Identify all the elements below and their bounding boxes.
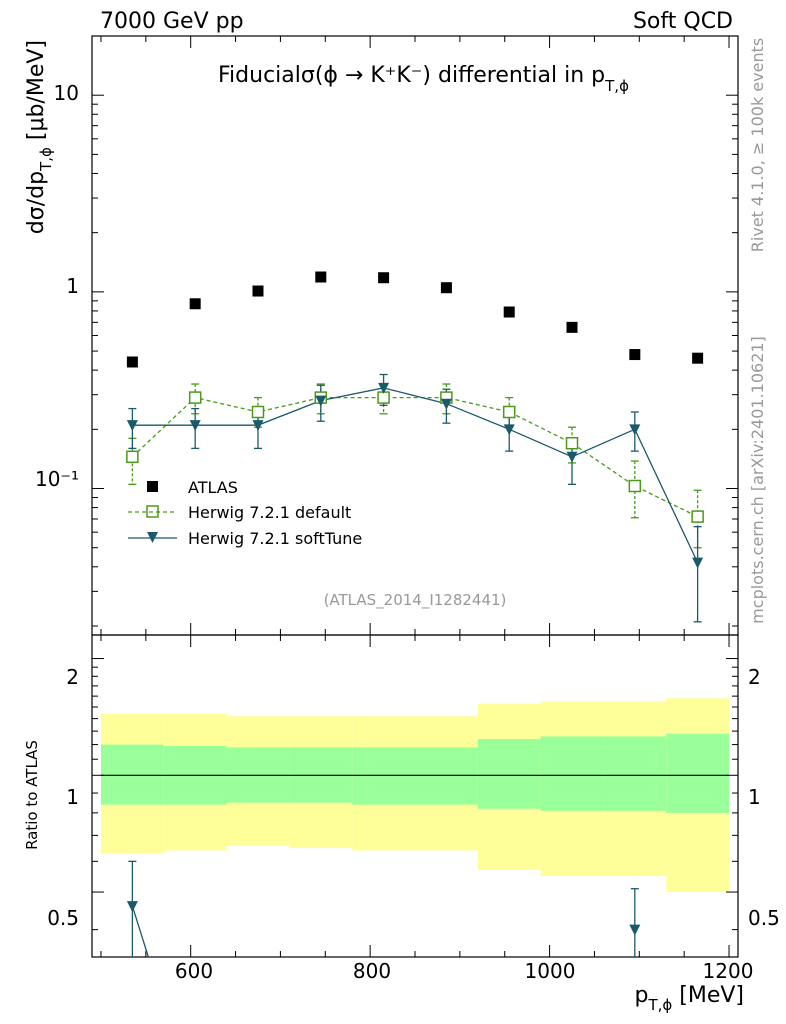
legend-softtune-marker	[147, 532, 158, 543]
main-y-tick-label-10: 10	[54, 81, 79, 105]
main-title-text: Fiducialσ(ϕ → K⁺K⁻) differential in p	[218, 63, 605, 88]
atlas-data-point	[378, 272, 390, 284]
atlas-data-point	[440, 282, 452, 294]
x-axis-label-text: p	[634, 983, 648, 1008]
atlas-data-point	[126, 356, 138, 368]
x-tick-label-1200: 1200	[703, 959, 754, 983]
legend-softtune-label: Herwig 7.2.1 softTune	[188, 529, 362, 548]
herwig-softtune-point	[252, 420, 264, 432]
main-y-axis-label-sub: T,ϕ	[37, 147, 55, 172]
x-axis-label: pT,ϕ [MeV]	[634, 983, 744, 1014]
ratio-y-tick-label-2-left: 2	[66, 665, 79, 689]
legend: ATLAS Herwig 7.2.1 default Herwig 7.2.1 …	[128, 478, 362, 548]
atlas-data-point	[315, 271, 327, 283]
analysis-id-watermark: (ATLAS_2014_I1282441)	[324, 591, 507, 610]
ratio-y-tick-label-2-right: 2	[748, 665, 761, 689]
herwig-softtune-point	[692, 557, 704, 569]
herwig-softtune-point	[378, 382, 390, 394]
main-y-axis-label-text: dσ/dp	[24, 171, 49, 234]
ratio-inner-band-bin	[352, 747, 415, 805]
herwig-default-line	[131, 396, 698, 518]
x-tick-label-600: 600	[175, 959, 213, 983]
legend-default-label: Herwig 7.2.1 default	[188, 503, 351, 522]
herwig-softtune-point	[440, 398, 452, 410]
atlas-data-point	[629, 349, 641, 361]
ratio-inner-band-bin	[666, 733, 730, 813]
atlas-data-point	[692, 352, 704, 364]
main-y-tick-label-0.1: 10⁻¹	[35, 467, 79, 491]
atlas-data-point	[189, 298, 201, 310]
ratio-y-tick-label-1-right: 1	[748, 785, 761, 809]
ratio-y-tick-label-1-left: 1	[66, 785, 79, 809]
herwig-default-point	[691, 510, 704, 523]
main-y-tick-label-1: 1	[66, 274, 79, 298]
herwig-softtune-point	[315, 395, 327, 407]
atlas-data-point	[566, 321, 578, 333]
main-y-axis-label-unit: [μb/MeV]	[24, 40, 49, 147]
herwig-default-point	[565, 436, 579, 450]
herwig-softtune-line	[132, 387, 699, 563]
x-tick-label-1000: 1000	[525, 959, 576, 983]
x-axis-label-sub: T,ϕ	[647, 996, 672, 1014]
ratio-y-tick-label-0.5-left: 0.5	[47, 906, 79, 930]
ratio-inner-band-bin	[540, 736, 604, 811]
herwig-softtune-point	[189, 420, 201, 432]
x-axis-label-unit: [MeV]	[672, 983, 744, 1008]
ratio-inner-band-bin	[603, 736, 667, 811]
main-y-axis-label: dσ/dpT,ϕ [μb/MeV]	[24, 40, 55, 234]
x-tick-label-800: 800	[353, 959, 391, 983]
ratio-y-tick-label-0.5-right: 0.5	[748, 906, 780, 930]
ratio-y-axis-label: Ratio to ATLAS	[23, 740, 41, 850]
mcplots-credit-label: mcplots.cern.ch [arXiv:2401.10621]	[748, 336, 767, 624]
herwig-default-point	[126, 450, 139, 464]
legend-atlas-marker	[147, 481, 158, 492]
header-right-label: Soft QCD	[633, 9, 733, 34]
legend-default-marker	[146, 505, 159, 518]
herwig-default-point	[188, 391, 202, 404]
herwig-softtune-point	[503, 424, 515, 436]
series-layer	[126, 271, 704, 958]
herwig-default-point	[251, 405, 265, 419]
ratio-inner-band-bin	[100, 744, 164, 805]
ratio-bands	[100, 698, 730, 893]
legend-atlas-label: ATLAS	[188, 478, 238, 497]
herwig-default-point	[628, 479, 642, 493]
herwig-softtune-point	[629, 424, 641, 436]
herwig-softtune-point	[566, 451, 578, 463]
ratio-inner-band-bin	[415, 747, 478, 805]
atlas-data-point	[503, 306, 515, 318]
rivet-version-label: Rivet 4.1.0, ≥ 100k events	[748, 38, 767, 252]
ratio-softtune-point	[629, 924, 641, 936]
axes	[91, 35, 739, 958]
atlas-data-point	[252, 285, 264, 297]
herwig-softtune-point	[126, 420, 138, 432]
main-title-sub: T,ϕ	[604, 77, 629, 95]
ratio-inner-band-bin	[477, 739, 541, 809]
main-title: Fiducialσ(ϕ → K⁺K⁻) differential in pT,ϕ	[218, 63, 629, 95]
header-left-label: 7000 GeV pp	[100, 9, 244, 34]
ratio-softtune-line	[131, 905, 149, 958]
herwig-default-point	[502, 405, 516, 419]
